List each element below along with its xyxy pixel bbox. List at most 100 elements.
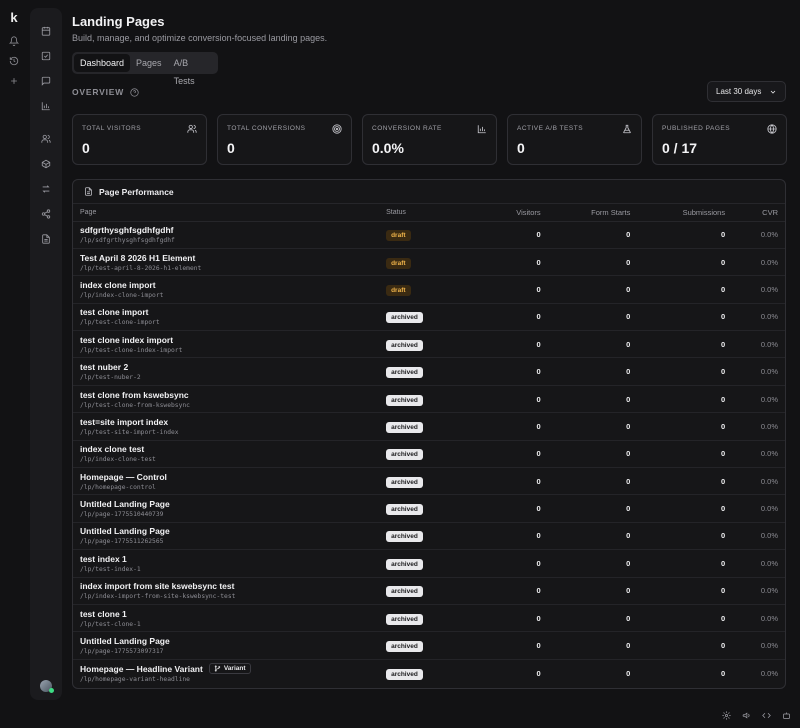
sidebar [30, 8, 62, 700]
plus-icon[interactable] [6, 73, 22, 89]
calendar-icon[interactable] [37, 22, 55, 40]
form-starts-cell: 0 [540, 467, 631, 496]
visitors-cell: 0 [473, 357, 541, 386]
form-starts-cell: 0 [540, 303, 631, 332]
page-name-wrap: test clone from kswebsync [80, 390, 386, 400]
date-range-select[interactable]: Last 30 days [707, 81, 786, 102]
checkbox-icon[interactable] [37, 47, 55, 65]
page-name[interactable]: Homepage — Control [80, 471, 167, 482]
table-row[interactable]: index clone import/lp/index-clone-import… [73, 275, 785, 304]
page-slug: /lp/test-index-1 [80, 565, 141, 573]
page-name[interactable]: test index 1 [80, 553, 127, 564]
page-slug: /lp/test-april-8-2026-h1-element [80, 264, 202, 272]
submissions-cell: 0 [630, 577, 726, 605]
page-name[interactable]: sdfgrthysghfsgdhfgdhf [80, 225, 174, 236]
stat-label: ACTIVE A/B TESTS [517, 125, 584, 132]
megaphone-icon[interactable] [742, 711, 751, 720]
cvr-cell: 0.0% [725, 412, 785, 441]
submissions-cell: 0 [630, 221, 726, 249]
stat-value: 0 [227, 140, 235, 156]
table-row[interactable]: Homepage — Control/lp/homepage-control ar… [73, 467, 785, 496]
code-icon[interactable] [762, 711, 771, 720]
status-badge: archived [386, 558, 423, 570]
table-row[interactable]: Homepage — Headline Variant Variant/lp/ho… [73, 659, 785, 686]
visitors-cell: 0 [536, 668, 541, 678]
submissions-cell: 0 [630, 549, 726, 578]
table-row[interactable]: test clone from kswebsync/lp/test-clone-… [73, 385, 785, 414]
visitors-cell: 0 [473, 494, 541, 523]
page-name[interactable]: test nuber 2 [80, 362, 129, 373]
page-cell: test=site import index/lp/test-site-impo… [73, 412, 387, 441]
column-header[interactable]: Form Starts [540, 204, 631, 222]
settings-icon[interactable] [722, 711, 731, 720]
page-cell: test clone 1/lp/test-clone-1 [73, 604, 387, 633]
page-name[interactable]: Homepage — Headline Variant [80, 663, 203, 674]
tab-ab-tests[interactable]: A/B Tests [173, 58, 195, 86]
form-starts-cell: 0 [540, 440, 631, 469]
help-icon[interactable] [130, 87, 139, 97]
page-name[interactable]: test clone import [80, 307, 149, 318]
status-badge: archived [386, 613, 423, 625]
bell-icon[interactable] [6, 33, 22, 49]
page-cell: test index 1/lp/test-index-1 [73, 549, 387, 578]
column-header[interactable]: Visitors [473, 204, 541, 222]
table-row[interactable]: test clone index import/lp/test-clone-in… [73, 330, 785, 359]
users-icon[interactable] [37, 130, 55, 148]
tab-pages[interactable]: Pages [136, 58, 162, 68]
table-row[interactable]: test clone import/lp/test-clone-import ar… [73, 303, 785, 332]
page-name[interactable]: Test April 8 2026 H1 Element [80, 252, 196, 263]
form-starts-cell: 0 [540, 221, 631, 249]
table-row[interactable]: index clone test/lp/index-clone-test arch… [73, 440, 785, 469]
page-name[interactable]: test clone index import [80, 334, 174, 345]
submissions-cell: 0 [630, 440, 726, 469]
column-header[interactable]: CVR [725, 204, 785, 222]
page-name[interactable]: test clone 1 [80, 608, 127, 619]
form-starts-cell: 0 [540, 549, 631, 578]
table-row[interactable]: test nuber 2/lp/test-nuber-2 archived 0 0 0 0… [73, 357, 785, 386]
page-name[interactable]: index clone test [80, 444, 145, 455]
share-icon[interactable] [37, 205, 55, 223]
page-cell: test nuber 2/lp/test-nuber-2 [73, 357, 387, 386]
view-tabs: Dashboard Pages A/B Tests [72, 52, 218, 86]
table-row[interactable]: Untitled Landing Page/lp/page-1775510440… [73, 494, 785, 523]
box-icon[interactable] [37, 155, 55, 173]
table-row[interactable]: Untitled Landing Page/lp/page-1775511262… [73, 522, 785, 551]
transfer-icon[interactable] [37, 180, 55, 198]
bar-chart-icon[interactable] [37, 97, 55, 115]
bot-icon[interactable] [782, 711, 791, 720]
table-row[interactable]: test=site import index/lp/test-site-impo… [73, 412, 785, 441]
page-name[interactable]: index import from site kswebsync test [80, 581, 235, 592]
app-rail: k [0, 0, 28, 728]
app-logo[interactable]: k [10, 10, 18, 25]
submissions-cell: 0 [630, 494, 726, 523]
message-icon[interactable] [37, 72, 55, 90]
table-row[interactable]: test clone 1/lp/test-clone-1 archived 0 0 0 0… [73, 604, 785, 633]
table-row[interactable]: test index 1/lp/test-index-1 archived 0 0 0 0… [73, 549, 785, 578]
page-name[interactable]: index clone import [80, 279, 156, 290]
table-row[interactable]: sdfgrthysghfsgdhfgdhf/lp/sdfgrthysghfsgd… [73, 221, 785, 249]
globe-icon [767, 124, 777, 134]
avatar[interactable] [40, 680, 54, 693]
column-header[interactable]: Submissions [630, 204, 726, 222]
history-icon[interactable] [6, 53, 22, 69]
table-row[interactable]: Untitled Landing Page/lp/page-1775573097… [73, 631, 785, 660]
table-row[interactable]: Test April 8 2026 H1 Element/lp/test-apr… [73, 248, 785, 277]
page-name[interactable]: Untitled Landing Page [80, 526, 170, 537]
submissions-cell: 0 [630, 385, 726, 414]
status-cell: archived [386, 357, 474, 386]
table-row[interactable]: index import from site kswebsync test/lp… [73, 577, 785, 605]
tab-dashboard[interactable]: Dashboard [74, 54, 131, 72]
page-name[interactable]: test=site import index [80, 416, 169, 427]
status-cell: archived [386, 549, 474, 578]
stat-card-visitors: TOTAL VISITORS 0 [72, 114, 207, 165]
page-name[interactable]: Untitled Landing Page [80, 636, 170, 647]
column-header[interactable]: Page [73, 204, 387, 222]
page-name-wrap: index clone import [80, 280, 386, 290]
page-name[interactable]: Untitled Landing Page [80, 499, 170, 510]
document-icon[interactable] [37, 230, 55, 248]
table-body: sdfgrthysghfsgdhfgdhf/lp/sdfgrthysghfsgd… [73, 221, 785, 687]
page-name[interactable]: test clone from kswebsync [80, 389, 189, 400]
column-header[interactable]: Status [386, 204, 474, 222]
submissions-cell: 0 [630, 357, 726, 386]
variant-badge: Variant [208, 663, 251, 675]
